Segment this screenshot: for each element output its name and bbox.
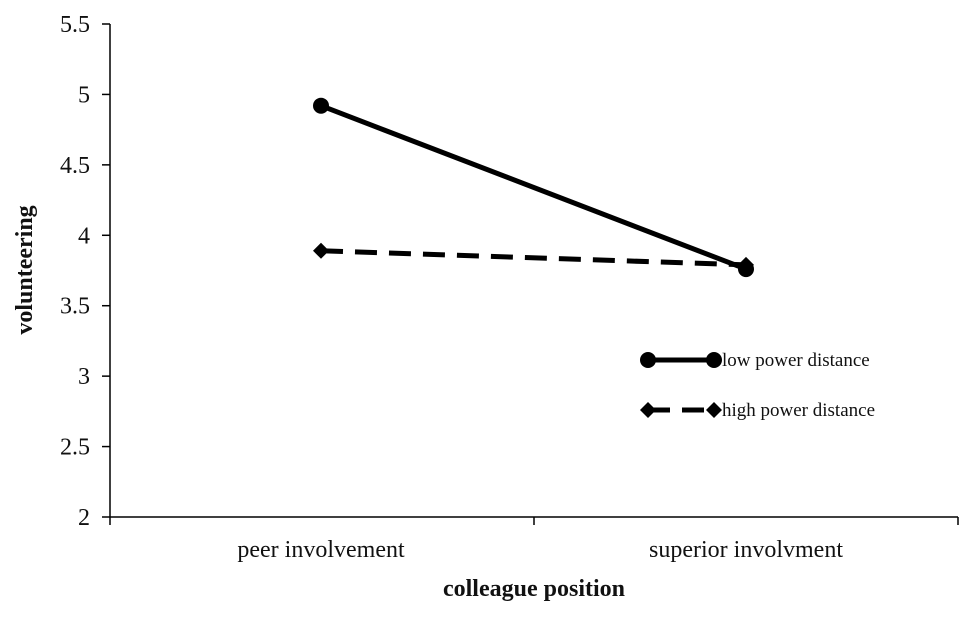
x-axis-title: colleague position (443, 576, 625, 602)
axes (109, 24, 959, 525)
data-point-circle (738, 261, 754, 278)
data-point-circle (313, 97, 329, 114)
data-point-diamond (640, 402, 656, 418)
y-tick-label: 2.5 (60, 435, 90, 461)
y-tick-label: 5 (78, 82, 90, 108)
y-tick-label: 3 (78, 364, 90, 390)
x-category-label: peer involvement (237, 537, 405, 563)
legend-entry: high power distance (640, 400, 875, 421)
y-tick-label: 3.5 (60, 294, 90, 320)
data-point-circle (706, 352, 722, 368)
y-tick-label: 4.5 (60, 153, 90, 179)
legend-entry: low power distance (640, 350, 870, 371)
data-point-diamond (706, 402, 722, 418)
y-tick-label: 5.5 (60, 12, 90, 38)
y-tick-label: 4 (78, 223, 90, 249)
legend-label: low power distance (722, 350, 870, 371)
x-axis-categories: peer involvement superior involvment (237, 537, 843, 563)
x-category-label: superior involvment (649, 537, 843, 563)
series-line (320, 103, 747, 272)
data-point-circle (640, 352, 656, 368)
data-point-diamond (313, 242, 329, 259)
series-line (320, 248, 747, 268)
y-tick-label: 2 (78, 505, 90, 531)
data-series (313, 97, 754, 278)
y-axis-ticks: 2 2.5 3 3.5 4 4.5 5 5.5 (60, 12, 110, 531)
y-axis-title: volunteering (12, 205, 38, 334)
legend: low power distance high power distance (640, 350, 875, 421)
legend-label: high power distance (722, 400, 875, 421)
series-low-power-distance (313, 97, 754, 278)
